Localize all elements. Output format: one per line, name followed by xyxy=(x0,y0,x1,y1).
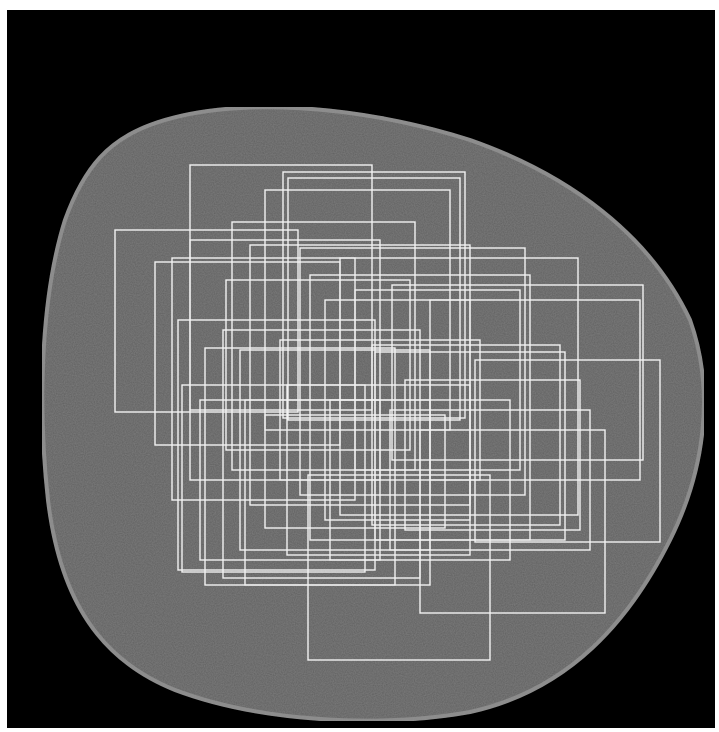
ct-image xyxy=(0,0,719,732)
page: (() => { const ns = 'http://www.w3.org/2… xyxy=(0,0,719,732)
